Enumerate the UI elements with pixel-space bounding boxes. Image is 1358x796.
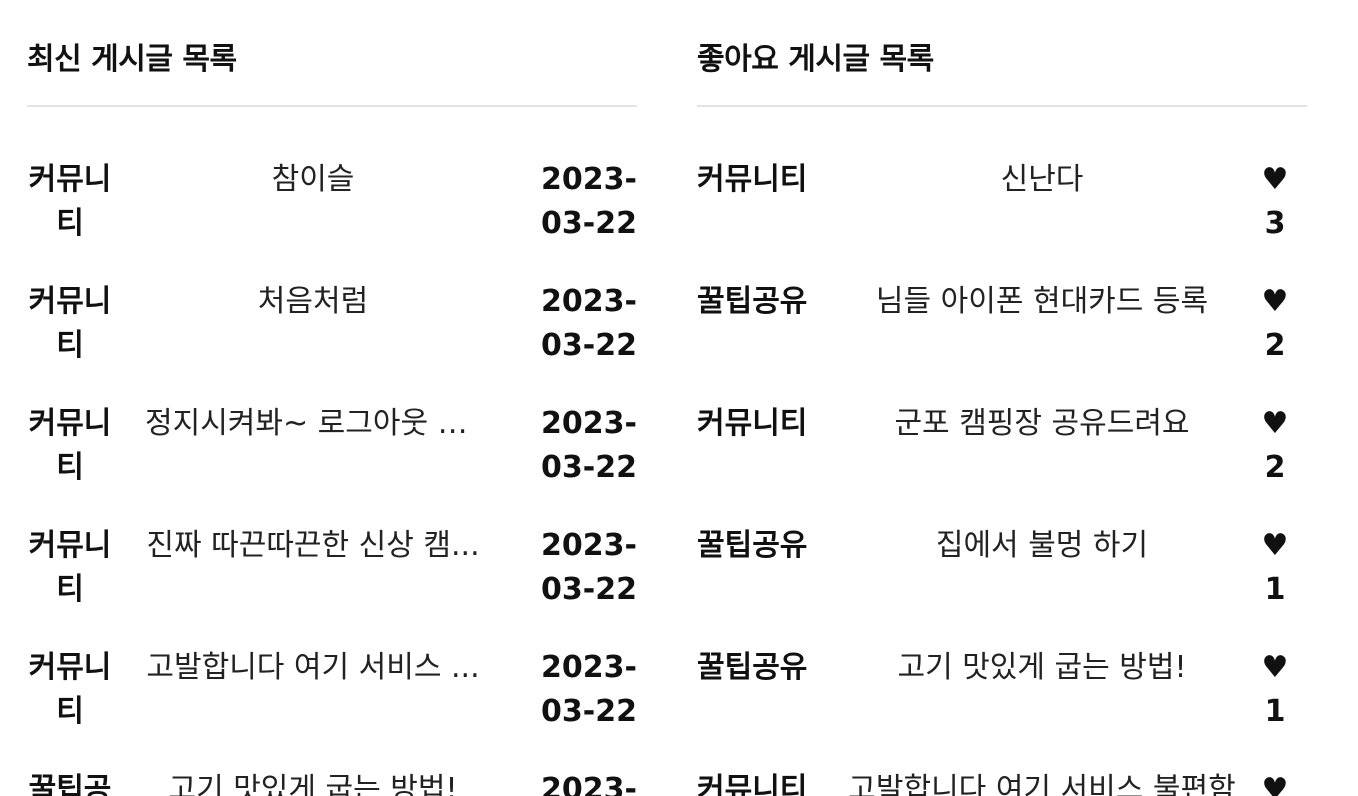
like-count: ♥ 2 bbox=[1257, 280, 1293, 368]
latest-posts-title: 최신 게시글 목록 bbox=[27, 42, 237, 77]
post-date: 2023-03-22 bbox=[541, 406, 637, 485]
liked-post-row[interactable]: 꿀팁공유 님들 아이폰 현대카드 등록 ♥ 2 bbox=[697, 280, 1307, 402]
post-date: 2023-03-22 bbox=[541, 772, 637, 796]
like-count: ♥ 1 bbox=[1257, 524, 1293, 612]
heart-icon: ♥ bbox=[1261, 162, 1289, 197]
heart-icon: ♥ bbox=[1261, 406, 1289, 441]
post-category: 커뮤니티 bbox=[28, 528, 112, 607]
latest-post-row[interactable]: 커뮤니티 참이슬 2023-03-22 bbox=[27, 158, 637, 280]
like-count: ♥ 1 bbox=[1257, 768, 1293, 796]
like-count-value: 3 bbox=[1264, 206, 1286, 241]
like-count: ♥ 3 bbox=[1257, 158, 1293, 246]
like-count: ♥ 1 bbox=[1257, 646, 1293, 734]
post-category: 커뮤니티 bbox=[28, 162, 112, 241]
latest-posts-list: 커뮤니티 참이슬 2023-03-22 커뮤니티 처음처럼 2023-03-22… bbox=[27, 158, 637, 796]
liked-post-row[interactable]: 꿀팁공유 고기 맛있게 굽는 방법! ♥ 1 bbox=[697, 646, 1307, 768]
like-count-value: 2 bbox=[1264, 450, 1286, 485]
post-category: 커뮤니티 bbox=[697, 162, 808, 197]
liked-post-row[interactable]: 커뮤니티 군포 캠핑장 공유드려요 ♥ 2 bbox=[697, 402, 1307, 524]
latest-post-row[interactable]: 꿀팁공유 고기 맛있게 굽는 방법! 2023-03-22 bbox=[27, 768, 637, 796]
post-title[interactable]: 고발합니다 여기 서비스 불편함 bbox=[848, 772, 1236, 796]
like-count-value: 1 bbox=[1264, 694, 1286, 729]
heart-icon: ♥ bbox=[1261, 650, 1289, 685]
post-title[interactable]: 정지시켜봐~ 로그아웃 안... bbox=[145, 406, 481, 441]
post-category: 꿀팁공유 bbox=[697, 284, 808, 319]
post-title[interactable]: 처음처럼 bbox=[257, 284, 369, 319]
post-category: 꿀팁공유 bbox=[28, 772, 112, 796]
post-category: 커뮤니티 bbox=[28, 650, 112, 729]
post-title[interactable]: 진짜 따끈따끈한 신상 캠... bbox=[146, 528, 480, 563]
latest-post-row[interactable]: 커뮤니티 고발합니다 여기 서비스 ... 2023-03-22 bbox=[27, 646, 637, 768]
post-title[interactable]: 고기 맛있게 굽는 방법! bbox=[897, 650, 1187, 685]
divider bbox=[27, 105, 637, 107]
post-title[interactable]: 고발합니다 여기 서비스 ... bbox=[146, 650, 480, 685]
post-category: 커뮤니티 bbox=[697, 406, 808, 441]
post-title[interactable]: 신난다 bbox=[1000, 162, 1084, 197]
latest-post-row[interactable]: 커뮤니티 처음처럼 2023-03-22 bbox=[27, 280, 637, 402]
post-category: 커뮤니티 bbox=[28, 406, 112, 485]
like-count-value: 1 bbox=[1264, 572, 1286, 607]
post-date: 2023-03-22 bbox=[541, 284, 637, 363]
post-category: 커뮤니티 bbox=[28, 284, 112, 363]
liked-post-row[interactable]: 커뮤니티 고발합니다 여기 서비스 불편함 ♥ 1 bbox=[697, 768, 1307, 796]
latest-post-row[interactable]: 커뮤니티 정지시켜봐~ 로그아웃 안... 2023-03-22 bbox=[27, 402, 637, 524]
post-date: 2023-03-22 bbox=[541, 650, 637, 729]
like-count-value: 2 bbox=[1264, 328, 1286, 363]
post-date: 2023-03-22 bbox=[541, 162, 637, 241]
like-count: ♥ 2 bbox=[1257, 402, 1293, 490]
post-category: 커뮤니티 bbox=[697, 772, 808, 796]
heart-icon: ♥ bbox=[1261, 284, 1289, 319]
latest-post-row[interactable]: 커뮤니티 진짜 따끈따끈한 신상 캠... 2023-03-22 bbox=[27, 524, 637, 646]
liked-post-row[interactable]: 커뮤니티 신난다 ♥ 3 bbox=[697, 158, 1307, 280]
post-title[interactable]: 고기 맛있게 굽는 방법! bbox=[168, 772, 458, 796]
post-category: 꿀팁공유 bbox=[697, 650, 808, 685]
liked-posts-list: 커뮤니티 신난다 ♥ 3 꿀팁공유 님들 아이폰 현대카드 등록 ♥ 2 커뮤니… bbox=[697, 158, 1307, 796]
post-title[interactable]: 군포 캠핑장 공유드려요 bbox=[894, 406, 1190, 441]
liked-posts-title: 좋아요 게시글 목록 bbox=[697, 42, 934, 77]
post-date: 2023-03-22 bbox=[541, 528, 637, 607]
post-title[interactable]: 님들 아이폰 현대카드 등록 bbox=[875, 284, 1209, 319]
liked-post-row[interactable]: 꿀팁공유 집에서 불멍 하기 ♥ 1 bbox=[697, 524, 1307, 646]
heart-icon: ♥ bbox=[1261, 772, 1289, 796]
post-title[interactable]: 참이슬 bbox=[271, 162, 355, 197]
divider bbox=[697, 105, 1307, 107]
post-title[interactable]: 집에서 불멍 하기 bbox=[935, 528, 1149, 563]
heart-icon: ♥ bbox=[1261, 528, 1289, 563]
post-category: 꿀팁공유 bbox=[697, 528, 808, 563]
